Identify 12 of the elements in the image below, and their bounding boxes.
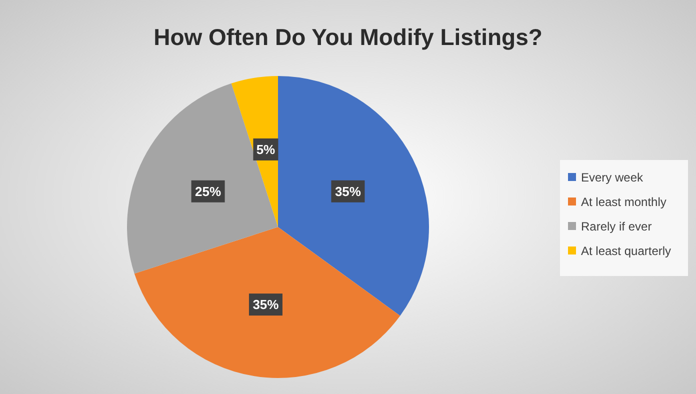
data-label: 35% (252, 297, 280, 312)
legend-label: At least quarterly (581, 244, 672, 258)
pie-slice (134, 227, 400, 378)
legend-label: Every week (581, 170, 644, 185)
pie-slice (127, 83, 278, 274)
data-label: 5% (256, 142, 276, 157)
chart-title: How Often Do You Modify Listings? (154, 24, 542, 50)
pie-slice (278, 76, 429, 316)
legend-label: Rarely if ever (581, 220, 652, 234)
data-label: 35% (334, 184, 362, 199)
data-label: 25% (195, 184, 222, 199)
legend-label: At least monthly (581, 195, 666, 210)
